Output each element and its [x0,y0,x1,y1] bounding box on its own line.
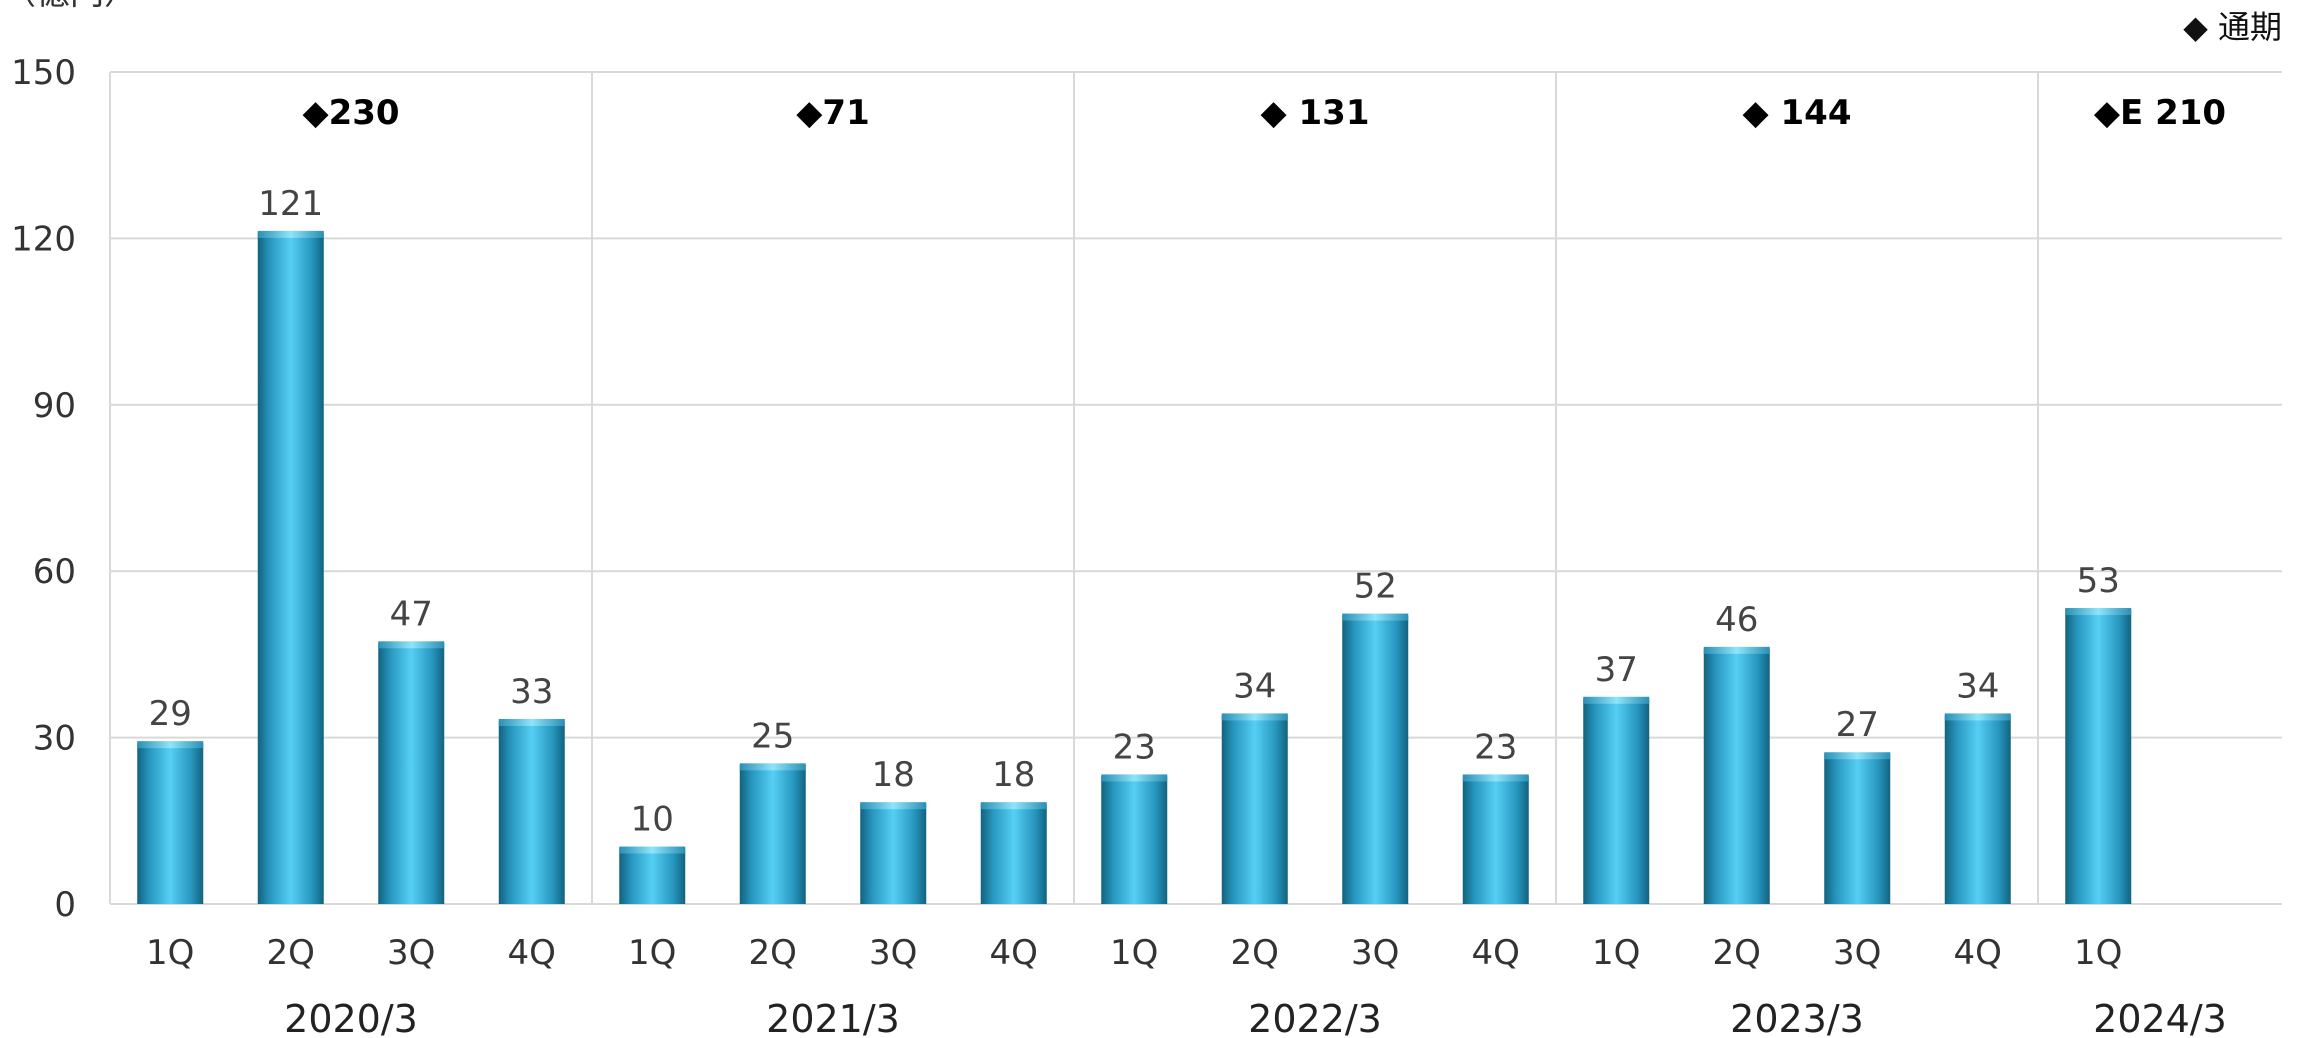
bar-cap-2022/3-3Q [1342,613,1409,621]
value-label-2023/3-3Q: 27 [1836,705,1879,745]
quarter-label-2020/3-1Q: 1Q [146,933,194,973]
quarter-label-2021/3-4Q: 4Q [990,933,1038,973]
annual-total-2023/3: ◆ 144 [1743,93,1852,133]
quarter-label-2020/3-4Q: 4Q [508,933,556,973]
y-tick-label-90: 90 [33,386,76,426]
value-label-2020/3-2Q: 121 [258,184,323,224]
quarter-label-2021/3-2Q: 2Q [749,933,797,973]
quarter-label-2023/3-3Q: 3Q [1833,933,1881,973]
value-label-2022/3-4Q: 23 [1474,727,1517,767]
y-axis: 0 30 60 90 120 150 [11,53,76,925]
bar-2020/3-2Q [257,232,324,904]
quarter-label-2022/3-1Q: 1Q [1110,933,1158,973]
quarter-label-2024/3-1Q: 1Q [2074,933,2122,973]
gridlines [110,71,2282,905]
year-label-2023/3: 2023/3 [1730,997,1864,1038]
bar-cap-2023/3-2Q [1703,646,1770,654]
y-tick-label-120: 120 [11,219,76,259]
value-label-2022/3-1Q: 23 [1113,727,1156,767]
bar-cap-2020/3-4Q [498,718,565,726]
bar-cap-2021/3-4Q [980,802,1047,810]
value-label-2021/3-4Q: 18 [992,755,1035,795]
quarter-label-2020/3-3Q: 3Q [387,933,435,973]
bar-2023/3-3Q [1824,754,1891,904]
bar-cap-2023/3-3Q [1824,752,1891,760]
bar-cap-2021/3-1Q [619,846,686,854]
bar-cap-2022/3-2Q [1221,713,1288,721]
bar-cap-2020/3-2Q [257,230,324,238]
bar-2022/3-2Q [1221,715,1288,904]
annual-total-2020/3: ◆230 [302,93,399,133]
annual-total-2024/3: ◆E 210 [2094,93,2226,133]
bar-cap-2022/3-4Q [1462,774,1529,782]
bar-cap-2020/3-1Q [137,741,204,749]
value-label-2024/3-1Q: 53 [2077,561,2120,601]
bar-2021/3-2Q [739,765,806,904]
annual-total-2021/3: ◆71 [796,93,869,133]
y-tick-label-60: 60 [33,552,76,592]
bar-2023/3-1Q [1583,698,1650,904]
value-labels: 29 121 47 33 ◆230 10 25 18 18 ◆71 23 34 52 23 ◆ 131 37 4… [149,93,2226,840]
bar-cap-2024/3-1Q [2065,608,2132,616]
y-axis-unit-label: （億円） [2,0,138,13]
bar-2021/3-1Q [619,848,686,904]
quarter-label-2023/3-1Q: 1Q [1592,933,1640,973]
bar-2021/3-4Q [980,804,1047,904]
value-label-2020/3-3Q: 47 [390,594,433,634]
quarter-label-2020/3-2Q: 2Q [267,933,315,973]
year-label-2024/3: 2024/3 [2093,997,2227,1038]
value-label-2022/3-3Q: 52 [1354,567,1397,607]
quarter-label-2022/3-4Q: 4Q [1472,933,1520,973]
bar-cap-2022/3-1Q [1101,774,1168,782]
value-label-2021/3-2Q: 25 [751,716,794,756]
bar-2022/3-1Q [1101,776,1168,904]
year-label-2022/3: 2022/3 [1248,997,1382,1038]
bar-2020/3-4Q [498,720,565,904]
quarter-label-2022/3-3Q: 3Q [1351,933,1399,973]
bar-cap-2023/3-1Q [1583,696,1650,704]
bar-cap-2021/3-2Q [739,763,806,771]
value-label-2021/3-3Q: 18 [872,755,915,795]
value-label-2020/3-1Q: 29 [149,694,192,734]
quarter-label-2023/3-4Q: 4Q [1954,933,2002,973]
year-label-2020/3: 2020/3 [284,997,418,1038]
value-label-2023/3-2Q: 46 [1715,600,1758,640]
value-label-2023/3-4Q: 34 [1956,666,1999,706]
year-label-2021/3: 2021/3 [766,997,900,1038]
bar-2022/3-3Q [1342,615,1409,904]
y-tick-label-150: 150 [11,53,76,93]
value-label-2022/3-2Q: 34 [1233,666,1276,706]
bar-cap-2021/3-3Q [860,802,927,810]
quarter-label-2021/3-1Q: 1Q [628,933,676,973]
bar-cap-2023/3-4Q [1944,713,2011,721]
quarter-label-2022/3-2Q: 2Q [1231,933,1279,973]
bar-2020/3-3Q [378,643,445,904]
bar-2023/3-4Q [1944,715,2011,904]
value-label-2020/3-4Q: 33 [510,672,553,712]
bar-2023/3-2Q [1703,648,1770,904]
bar-2021/3-3Q [860,804,927,904]
bars [137,230,2132,904]
bar-2024/3-1Q [2065,610,2132,904]
x-axis: 1Q 2Q 3Q 4Q 2020/3 1Q 2Q 3Q 4Q 2021/3 1Q 2Q 3Q 4Q 2022… [146,933,2227,1038]
quarter-label-2023/3-2Q: 2Q [1713,933,1761,973]
year-separators [109,72,2039,904]
y-tick-label-0: 0 [54,885,76,925]
bar-cap-2020/3-3Q [378,641,445,649]
annual-total-2022/3: ◆ 131 [1261,93,1370,133]
y-tick-label-30: 30 [33,719,76,759]
bar-2022/3-4Q [1462,776,1529,904]
value-label-2023/3-1Q: 37 [1595,650,1638,690]
quarter-label-2021/3-3Q: 3Q [869,933,917,973]
bar-2020/3-1Q [137,743,204,904]
legend-annual: ◆ 通期 [2183,8,2282,46]
value-label-2021/3-1Q: 10 [631,800,674,840]
